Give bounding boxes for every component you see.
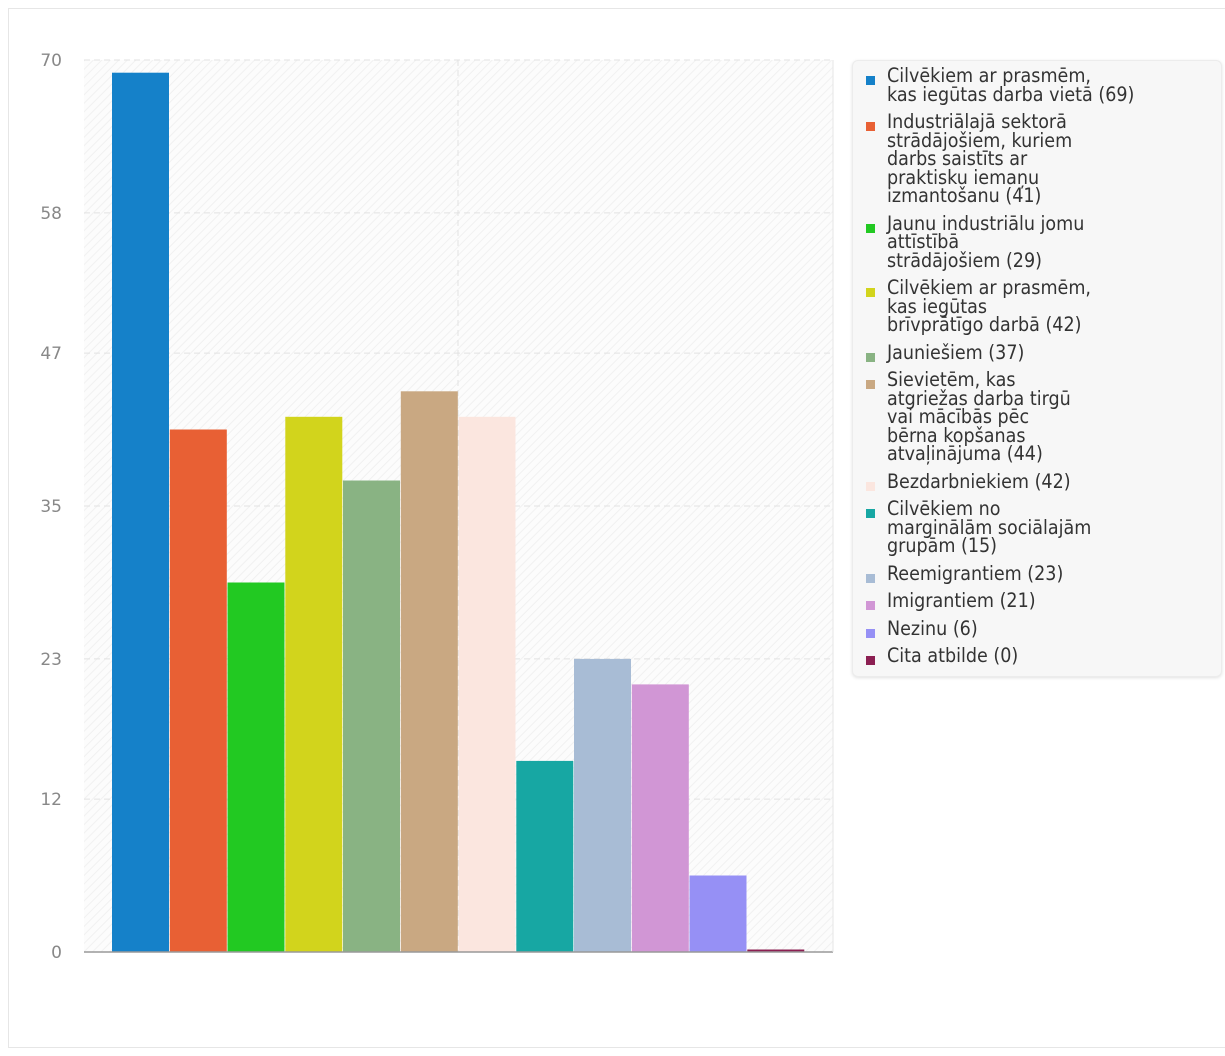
legend-label: Sievietēm, kas atgriežas darba tirgū vai m… bbox=[887, 368, 1071, 465]
bar[interactable] bbox=[631, 684, 689, 952]
y-tick-label: 0 bbox=[51, 943, 62, 963]
legend-swatch-icon bbox=[866, 656, 875, 665]
legend-swatch-icon bbox=[866, 573, 875, 583]
legend-label: Jaunu industriālu jomu attīstībā strādājoš… bbox=[887, 211, 1085, 272]
y-axis-ticks: 0 12 23 35 47 58 70 bbox=[40, 51, 62, 963]
legend-label: Nezinu (6) bbox=[887, 616, 978, 640]
legend-item[interactable]: Jaunu industriālu jomu attīstībā strādājoš… bbox=[853, 211, 1217, 272]
legend-swatch-icon bbox=[866, 628, 875, 638]
legend-item[interactable]: Cilvēkiem ar prasmēm, kas iegūtas darba v… bbox=[853, 64, 1217, 106]
chart-legend: Cilvēkiem ar prasmēm, kas iegūtas darba v… bbox=[852, 60, 1222, 677]
legend-swatch-icon bbox=[866, 122, 875, 131]
bar[interactable] bbox=[574, 658, 631, 952]
legend-label: Cilvēkiem no marginālām sociālajām grupām … bbox=[887, 497, 1092, 557]
y-tick-label: 23 bbox=[40, 650, 62, 670]
bars bbox=[112, 72, 805, 953]
bar[interactable] bbox=[227, 582, 285, 953]
legend-swatch-icon bbox=[866, 223, 875, 233]
y-tick-label: 70 bbox=[40, 51, 62, 71]
legend-item[interactable]: Bezdarbniekiem (42) bbox=[853, 469, 1217, 493]
legend-label: Industriālajā sektorā strādājošiem, kurie… bbox=[887, 110, 1073, 207]
legend-item[interactable]: Cilvēkiem ar prasmēm, kas iegūtas brīvprāt… bbox=[853, 276, 1217, 336]
legend-item[interactable]: Nezinu (6) bbox=[853, 616, 1217, 640]
bar[interactable] bbox=[689, 875, 747, 953]
legend-item[interactable]: Cilvēkiem no marginālām sociālajām grupām … bbox=[853, 497, 1217, 557]
bar[interactable] bbox=[516, 760, 574, 952]
legend-swatch-icon bbox=[866, 76, 875, 85]
y-tick-label: 12 bbox=[40, 790, 62, 810]
legend-item[interactable]: Cita atbilde (0) bbox=[853, 644, 1217, 667]
legend-swatch-icon bbox=[866, 380, 875, 389]
bar[interactable] bbox=[169, 429, 227, 953]
legend-item[interactable]: Jauniešiem (37) bbox=[853, 340, 1217, 364]
legend-item[interactable]: Reemigrantiem (23) bbox=[853, 561, 1217, 585]
legend-item[interactable]: Imigrantiem (21) bbox=[853, 589, 1217, 612]
y-tick-label: 35 bbox=[40, 497, 62, 517]
y-tick-label: 58 bbox=[40, 204, 62, 224]
legend-label: Bezdarbniekiem (42) bbox=[887, 469, 1071, 493]
legend-swatch-icon bbox=[866, 601, 875, 610]
legend-swatch-icon bbox=[866, 481, 875, 491]
bar[interactable] bbox=[458, 416, 516, 952]
bar[interactable] bbox=[285, 416, 343, 952]
bar[interactable] bbox=[112, 72, 169, 952]
bar-chart: 0 12 23 35 47 58 70 bbox=[40, 51, 834, 963]
legend-swatch-icon bbox=[866, 352, 875, 362]
legend-label: Jauniešiem (37) bbox=[887, 340, 1025, 364]
legend-label: Cita atbilde (0) bbox=[887, 644, 1019, 667]
legend-item[interactable]: Sievietēm, kas atgriežas darba tirgū vai m… bbox=[853, 368, 1217, 465]
bar[interactable] bbox=[343, 480, 400, 953]
legend-item[interactable]: Industriālajā sektorā strādājošiem, kurie… bbox=[853, 110, 1217, 207]
legend-swatch-icon bbox=[866, 509, 875, 518]
legend-swatch-icon bbox=[866, 288, 875, 297]
legend-label: Cilvēkiem ar prasmēm, kas iegūtas darba v… bbox=[887, 64, 1135, 106]
bar[interactable] bbox=[747, 949, 805, 953]
legend-label: Cilvēkiem ar prasmēm, kas iegūtas brīvprāt… bbox=[887, 276, 1091, 336]
y-tick-label: 47 bbox=[40, 344, 62, 364]
legend-label: Imigrantiem (21) bbox=[887, 589, 1036, 612]
bar[interactable] bbox=[400, 391, 458, 952]
legend-label: Reemigrantiem (23) bbox=[887, 561, 1064, 585]
